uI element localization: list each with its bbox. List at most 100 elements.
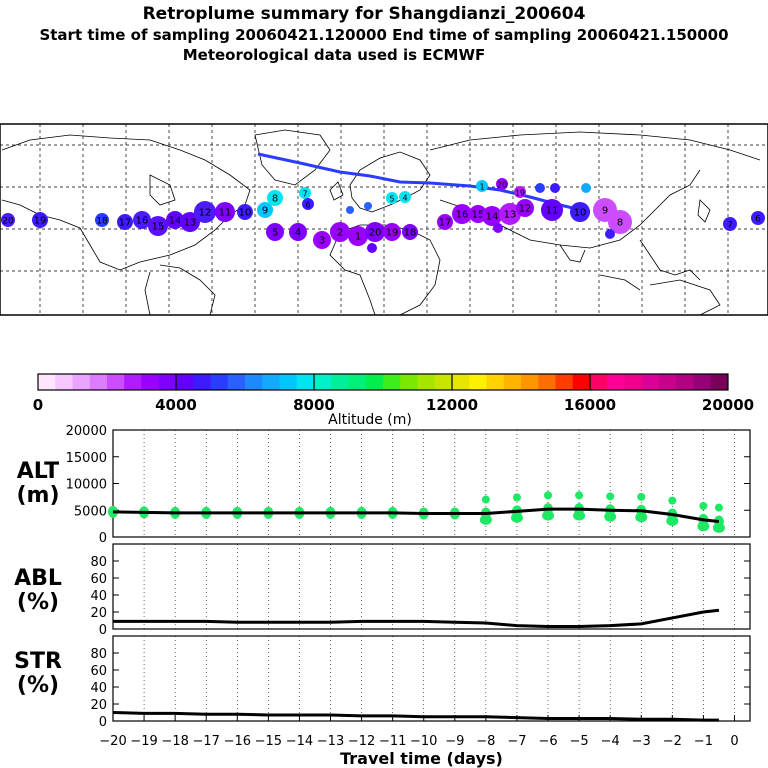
plume-cluster-marker	[266, 223, 284, 241]
y-tick-label: 20	[90, 606, 107, 621]
x-tick-label: −16	[224, 734, 251, 749]
plume-cluster-marker	[570, 202, 590, 222]
plume-cluster-label: 8	[272, 194, 278, 205]
altitude-spread-marker	[666, 515, 679, 526]
plume-cluster-marker	[437, 214, 453, 230]
y-tick-label: 80	[90, 555, 107, 570]
y-tick-label: 10000	[66, 478, 107, 493]
y-tick-label: 20000	[66, 424, 107, 439]
colorbar-swatch	[55, 374, 73, 390]
chart-title: Retroplume summary for Shangdianzi_20060…	[142, 4, 586, 24]
plume-track	[257, 152, 591, 214]
altitude-spread-marker	[479, 514, 492, 525]
plume-cluster-label: 10	[574, 208, 587, 219]
plume-cluster-marker	[499, 203, 521, 225]
x-tick-label: −5	[570, 734, 589, 749]
panel-unit-str: (%)	[17, 673, 59, 698]
x-tick-label: 0	[730, 734, 738, 749]
plume-cluster-marker	[751, 211, 765, 225]
plume-cluster-label: 8	[617, 218, 623, 229]
plume-cluster-marker	[514, 186, 526, 198]
plume-cluster-marker	[133, 211, 151, 229]
altitude-spread-marker	[668, 496, 677, 505]
plume-cluster-marker	[267, 190, 283, 206]
colorbar-swatch	[193, 374, 211, 390]
plume-centroid-track	[257, 152, 591, 214]
plume-cluster-label: 11	[546, 206, 559, 217]
x-tick-label: −9	[445, 734, 464, 749]
colorbar-swatch	[607, 374, 625, 390]
plume-cluster-label: 6	[305, 201, 310, 210]
colorbar-tick-label: 0	[33, 396, 43, 414]
x-tick-label: −6	[538, 734, 557, 749]
plume-cluster-label: 5	[389, 195, 394, 204]
altitude-spread-marker	[637, 492, 646, 501]
plume-cluster-label: 11	[219, 208, 232, 219]
plume-cluster-marker	[496, 178, 508, 190]
plume-cluster-marker	[348, 226, 368, 246]
colorbar-tick-label: 4000	[155, 396, 197, 414]
plume-cluster-label: 19	[515, 189, 525, 198]
colorbar-swatch	[693, 374, 712, 390]
plume-cluster-label: 3	[319, 236, 325, 247]
plume-cluster-marker	[367, 243, 377, 253]
plume-cluster-label: 10	[239, 208, 252, 219]
panel-label-abl: ABL	[14, 566, 62, 591]
x-tick-label: −4	[601, 734, 620, 749]
plume-cluster-label: 16	[456, 210, 469, 221]
plume-cluster-marker	[299, 187, 311, 199]
plume-cluster-marker	[535, 183, 545, 193]
plume-cluster-marker	[95, 213, 109, 227]
altitude-spread-marker	[714, 503, 723, 512]
plume-cluster-label: 14	[486, 212, 499, 223]
colorbar-swatch	[383, 374, 401, 390]
colorbar-swatch	[38, 374, 56, 390]
plume-cluster-marker	[180, 212, 200, 232]
plume-cluster-marker	[608, 210, 632, 234]
plume-cluster-marker	[365, 222, 385, 242]
panel-unit-alt: (m)	[16, 483, 59, 508]
sampling-times: Start time of sampling 20060421.120000 E…	[39, 26, 729, 44]
plume-cluster-marker	[237, 204, 253, 220]
colorbar-swatch	[590, 374, 608, 390]
altitude-spread-marker	[699, 501, 708, 510]
plume-cluster-label: 20	[2, 217, 14, 227]
altitude-spread-marker	[697, 521, 710, 532]
plume-cluster-label: 7	[302, 190, 307, 199]
plume-cluster-marker	[482, 206, 502, 226]
plume-cluster-label: 4	[295, 228, 301, 239]
altitude-spread-marker	[606, 492, 615, 501]
time-series-panels: 20000150001000050000ALT(m)806040200ABL(%…	[14, 424, 751, 768]
altitude-spread-marker	[544, 491, 553, 500]
y-tick-label: 5000	[74, 504, 107, 519]
altitude-spread-marker	[512, 493, 521, 502]
plume-cluster-marker	[313, 231, 331, 249]
x-tick-label: −3	[632, 734, 651, 749]
panel-frame-alt	[112, 429, 751, 538]
colorbar-swatch	[434, 374, 453, 390]
plume-cluster-label: 17	[119, 218, 132, 229]
colorbar-swatch	[279, 374, 298, 390]
altitude-spread-marker	[108, 505, 118, 518]
colorbar-swatch	[503, 374, 522, 390]
colorbar-swatch	[486, 374, 505, 390]
colorbar-tick-label: 8000	[293, 396, 335, 414]
plume-cluster-label: 2	[337, 228, 343, 239]
plume-cluster-label: 5	[272, 228, 278, 239]
x-tick-label: −14	[286, 734, 313, 749]
series-line-alt	[112, 507, 720, 523]
colorbar-tick-label: 12000	[426, 396, 478, 414]
plume-cluster-marker	[476, 180, 488, 192]
colorbar-swatch	[538, 374, 556, 390]
plume-cluster-label: 1	[479, 183, 484, 192]
colorbar-swatch	[72, 374, 91, 390]
colorbar-swatch	[89, 374, 108, 390]
plume-cluster-marker	[302, 198, 314, 210]
plume-cluster-label: 1	[355, 232, 361, 243]
x-tick-label: −12	[348, 734, 375, 749]
colorbar-tick-label: 16000	[564, 396, 616, 414]
x-tick-label: −11	[379, 734, 406, 749]
